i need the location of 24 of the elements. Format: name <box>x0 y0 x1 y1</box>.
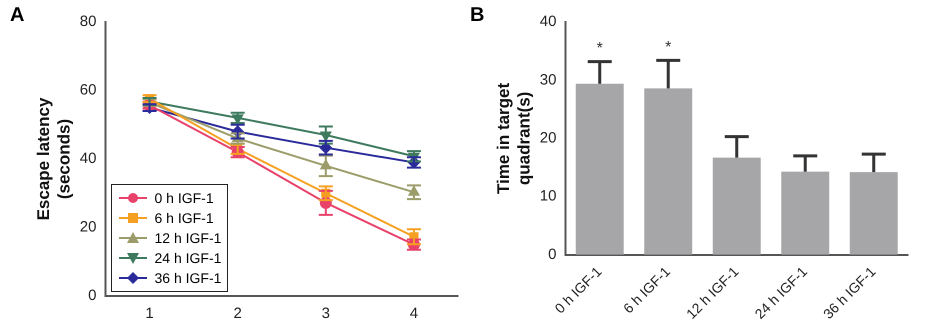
annotation: * <box>596 40 603 57</box>
y-tick-label: 0 <box>548 246 556 263</box>
legend-label: 12 h IGF-1 <box>154 230 222 246</box>
x-tick-label: 1 <box>145 305 154 322</box>
legend-label: 0 h IGF-1 <box>154 190 214 206</box>
annotation: * <box>665 38 672 56</box>
y-tick-label: 40 <box>80 150 96 168</box>
y-tick-label: 60 <box>80 82 96 99</box>
x-tick-label: 2 <box>234 305 242 322</box>
chart-title: A <box>10 4 24 27</box>
y-tick-label: 10 <box>540 188 556 205</box>
y-tick-label: 20 <box>540 130 556 147</box>
x-tick-label: 3 <box>322 305 330 322</box>
legend-label: 6 h IGF-1 <box>154 210 214 226</box>
y-tick-label: 20 <box>80 218 96 236</box>
y-tick-label: 80 <box>80 13 96 30</box>
y-axis-title: Escape latency (seconds) <box>34 97 74 220</box>
y-tick-label: 30 <box>540 71 556 88</box>
legend-label: 24 h IGF-1 <box>154 250 222 266</box>
x-tick-label: 4 <box>410 305 418 322</box>
y-tick-label: 0 <box>88 287 96 304</box>
y-axis-title: Time in target quadrant(s) <box>494 82 534 194</box>
chart-title: B <box>470 4 484 27</box>
y-tick-label: 40 <box>540 13 556 30</box>
